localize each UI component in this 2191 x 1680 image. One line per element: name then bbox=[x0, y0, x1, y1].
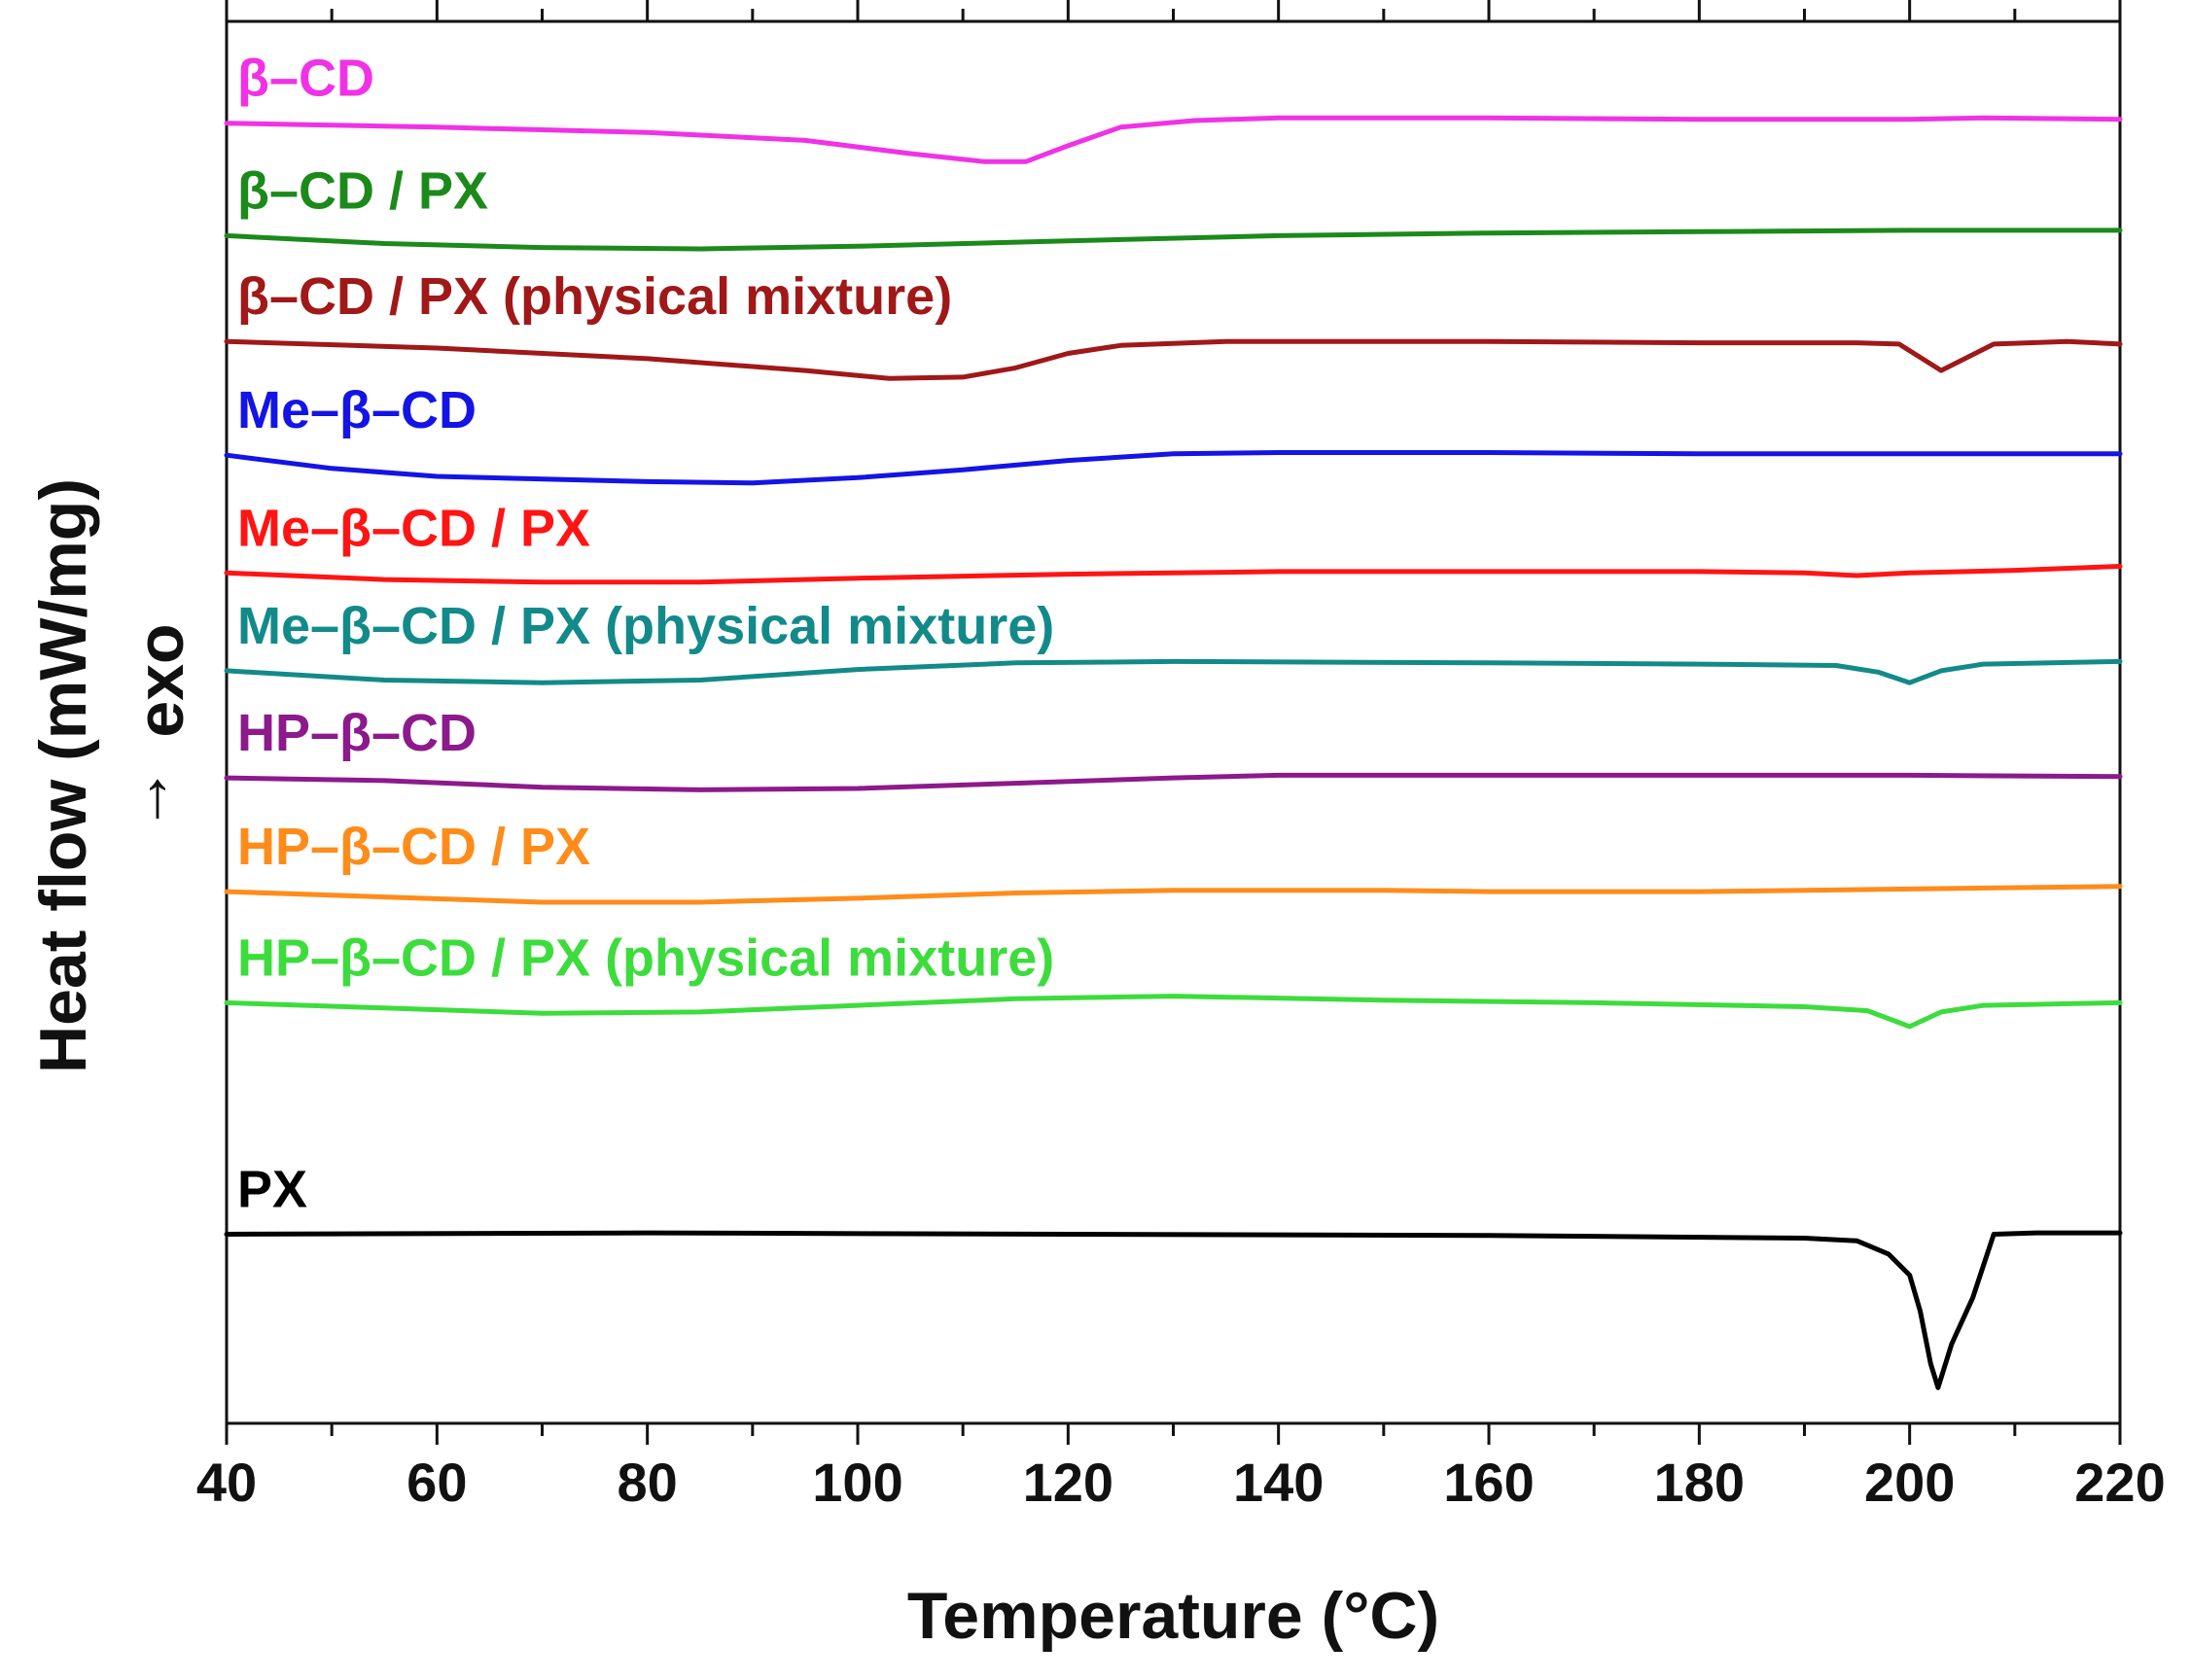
series-label-4: Me–β–CD bbox=[237, 381, 477, 439]
series-line-10 bbox=[224, 1230, 2123, 1390]
x-tick-label: 60 bbox=[406, 1452, 467, 1513]
x-tick-label: 160 bbox=[1443, 1452, 1534, 1513]
series-line-1 bbox=[224, 115, 2123, 164]
series-label-9: HP–β–CD / PX (physical mixture) bbox=[237, 928, 1054, 987]
series-line-6 bbox=[224, 658, 2123, 685]
series-line-9 bbox=[224, 994, 2123, 1030]
x-tick-label: 140 bbox=[1233, 1452, 1324, 1513]
x-tick-label: 40 bbox=[196, 1452, 257, 1513]
y-axis-exo-label: exo bbox=[124, 623, 197, 737]
x-tick-label: 220 bbox=[2074, 1452, 2165, 1513]
series-line-7 bbox=[224, 772, 2123, 792]
x-tick-label: 120 bbox=[1023, 1452, 1113, 1513]
series-label-5: Me–β–CD / PX bbox=[237, 499, 590, 557]
series-line-2 bbox=[224, 228, 2123, 252]
series-line-8 bbox=[224, 884, 2123, 905]
x-tick-label: 100 bbox=[812, 1452, 902, 1513]
series-label-2: β–CD / PX bbox=[237, 161, 488, 220]
y-axis-title: Heat flow (mW/mg) bbox=[26, 478, 100, 1073]
x-tick-label: 180 bbox=[1654, 1452, 1745, 1513]
x-axis-title: Temperature (°C) bbox=[907, 1579, 1439, 1653]
series-line-3 bbox=[224, 338, 2123, 381]
series-label-3: β–CD / PX (physical mixture) bbox=[237, 267, 952, 326]
x-tick-label: 200 bbox=[1864, 1452, 1955, 1513]
x-tick-label: 80 bbox=[618, 1452, 678, 1513]
series-label-6: Me–β–CD / PX (physical mixture) bbox=[237, 597, 1054, 655]
series-line-5 bbox=[224, 564, 2123, 585]
series-line-4 bbox=[224, 450, 2123, 486]
series-label-8: HP–β–CD / PX bbox=[237, 818, 590, 876]
y-axis-exo-arrow: ↑ bbox=[141, 757, 174, 831]
series-label-10: PX bbox=[237, 1160, 307, 1218]
series-label-1: β–CD bbox=[237, 50, 374, 108]
series-label-7: HP–β–CD bbox=[237, 704, 477, 762]
